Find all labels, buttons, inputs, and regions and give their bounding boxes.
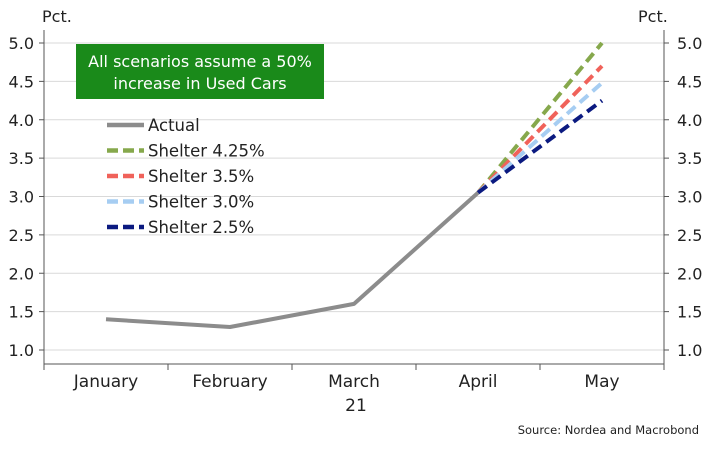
series-line-shelter-2-5 bbox=[476, 98, 604, 195]
y-axis-unit-left: Pct. bbox=[42, 7, 72, 26]
annotation-background bbox=[76, 44, 324, 99]
y-tick-label-left: 2.0 bbox=[9, 264, 34, 283]
legend-label: Shelter 3.5% bbox=[148, 167, 254, 186]
source-note: Source: Nordea and Macrobond bbox=[518, 423, 699, 437]
series-line-shelter-3-5 bbox=[476, 64, 604, 195]
y-tick-label-right: 1.0 bbox=[677, 341, 702, 360]
y-tick-label-right: 4.5 bbox=[677, 72, 702, 91]
x-tick-label: March bbox=[328, 372, 380, 392]
legend-label: Shelter 2.5% bbox=[148, 218, 254, 237]
series-line-actual bbox=[105, 191, 480, 329]
y-tick-label-right: 1.5 bbox=[677, 303, 702, 322]
y-tick-label-left: 5.0 bbox=[9, 34, 34, 53]
y-tick-label-right: 3.5 bbox=[677, 149, 702, 168]
y-tick-label-right: 2.5 bbox=[677, 226, 702, 245]
y-axis-unit-right: Pct. bbox=[638, 7, 668, 26]
x-tick-label: May bbox=[584, 372, 619, 392]
y-tick-label-left: 2.5 bbox=[9, 226, 34, 245]
y-tick-label-right: 2.0 bbox=[677, 264, 702, 283]
x-tick-label: February bbox=[192, 372, 267, 392]
y-tick-label-right: 4.0 bbox=[677, 111, 702, 130]
legend: Actual Shelter 4.25% Shelter 3.5% Shelter 3… bbox=[107, 116, 265, 237]
y-tick-label-right: 5.0 bbox=[677, 34, 702, 53]
legend-label: Shelter 3.0% bbox=[148, 193, 254, 212]
legend-label: Actual bbox=[148, 116, 200, 135]
year-label: 21 bbox=[345, 396, 367, 416]
axes: Pct. Pct. 21 1.0 1.0 1.5 1.5 2.0 2.0 2.5 2.5 3.0… bbox=[9, 7, 703, 416]
y-tick-label-right: 3.0 bbox=[677, 188, 702, 207]
gridlines bbox=[44, 42, 664, 351]
annotation-line-2: increase in Used Cars bbox=[113, 74, 286, 93]
y-tick-label-left: 4.0 bbox=[9, 111, 34, 130]
y-tick-label-left: 3.0 bbox=[9, 188, 34, 207]
y-tick-label-left: 1.0 bbox=[9, 341, 34, 360]
x-tick-label: April bbox=[459, 372, 498, 392]
y-tick-label-left: 4.5 bbox=[9, 72, 34, 91]
annotation-box: All scenarios assume a 50% increase in U… bbox=[76, 44, 324, 99]
series-line-shelter-3-0 bbox=[476, 81, 604, 195]
y-tick-label-left: 3.5 bbox=[9, 149, 34, 168]
y-tick-label-left: 1.5 bbox=[9, 303, 34, 322]
legend-label: Shelter 4.25% bbox=[148, 142, 265, 161]
annotation-line-1: All scenarios assume a 50% bbox=[88, 52, 312, 71]
series-line-shelter-4-25 bbox=[476, 41, 604, 194]
series-lines bbox=[105, 41, 604, 329]
x-tick-label: January bbox=[73, 372, 138, 392]
